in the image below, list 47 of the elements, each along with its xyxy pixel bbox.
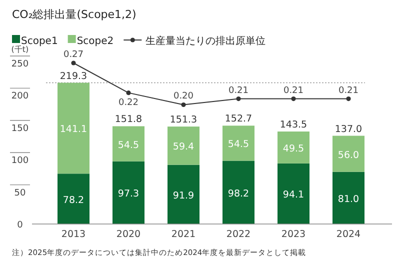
legend-label: Scope2	[76, 36, 114, 47]
data-label: 0.20	[173, 92, 194, 102]
total-label: 152.7	[224, 114, 252, 125]
data-label: 0.21	[338, 86, 359, 96]
total-label: 151.8	[114, 114, 142, 126]
data-label: 0.22	[118, 98, 139, 108]
legend-label: Scope1	[21, 36, 58, 47]
y-tick-label: 200	[11, 92, 29, 102]
data-label: 94.1	[282, 190, 304, 201]
data-label: 0.27	[63, 50, 84, 60]
y-tick-label: 100	[11, 156, 29, 166]
y-tick-label: 150	[11, 124, 29, 134]
y-tick-label: 0	[17, 220, 24, 230]
data-label: 56.0	[338, 150, 360, 161]
data-label: 49.5	[282, 143, 304, 154]
x-tick-label: 2013	[61, 229, 86, 240]
x-tick-label: 2024	[336, 229, 361, 240]
y-tick-label: 50	[14, 188, 26, 198]
data-label: 91.9	[172, 190, 194, 202]
total-label: 151.3	[170, 114, 198, 126]
data-label: 97.3	[118, 188, 140, 200]
chart-title: CO₂総排出量(Scope1,2)	[12, 8, 136, 21]
y-axis-title: (千t)	[11, 45, 29, 54]
data-label: 81.0	[338, 194, 360, 205]
x-tick-label: 2022	[226, 229, 251, 240]
data-label: 141.1	[60, 124, 88, 136]
point	[181, 102, 186, 108]
point	[236, 96, 241, 102]
total-label: 137.0	[334, 124, 362, 135]
data-label: 59.4	[172, 142, 194, 153]
data-label: 98.2	[228, 188, 250, 200]
x-tick-label: 2021	[171, 229, 196, 240]
x-tick-label: 2023	[281, 229, 306, 240]
total-label: 219.3	[60, 70, 88, 82]
total-label: 143.5	[280, 120, 308, 131]
data-label: 54.5	[228, 139, 250, 150]
point	[126, 90, 131, 96]
legend-label: 生産量当たりの排出原単位	[146, 35, 266, 47]
x-tick-label: 2020	[116, 229, 141, 240]
point	[291, 96, 296, 102]
y-tick-label: 250	[11, 60, 29, 70]
data-label: 78.2	[62, 194, 84, 206]
data-label: 0.21	[228, 86, 249, 96]
point	[346, 96, 351, 102]
data-label: 54.5	[118, 140, 140, 151]
data-label: 0.21	[283, 86, 304, 96]
point	[71, 60, 76, 66]
